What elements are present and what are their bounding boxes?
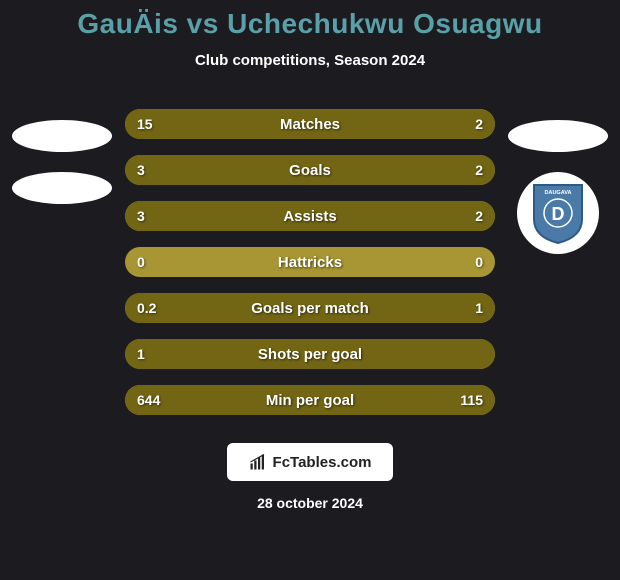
main-container: GauÄis vs Uchechukwu Osuagwu Club compet… xyxy=(0,0,620,580)
date-text: 28 october 2024 xyxy=(257,495,363,511)
stat-row: 0Hattricks0 xyxy=(125,247,495,277)
stat-label: Goals per match xyxy=(125,300,495,317)
stat-label: Min per goal xyxy=(125,392,495,409)
stat-label: Assists xyxy=(125,208,495,225)
logos-left-column xyxy=(12,120,112,204)
svg-text:DAUGAVA: DAUGAVA xyxy=(545,190,572,196)
stat-value-right: 2 xyxy=(475,208,483,224)
team-logo-left-1 xyxy=(12,120,112,152)
svg-text:D: D xyxy=(552,204,565,224)
stat-row: 15Matches2 xyxy=(125,109,495,139)
stat-value-right: 0 xyxy=(475,254,483,270)
stat-label: Matches xyxy=(125,116,495,133)
page-title: GauÄis vs Uchechukwu Osuagwu xyxy=(0,8,620,40)
logos-right-column: DAUGAVA D xyxy=(508,120,608,254)
stat-value-right: 115 xyxy=(460,392,483,408)
stat-value-right: 2 xyxy=(475,116,483,132)
chart-icon xyxy=(249,453,267,471)
team-logo-left-2 xyxy=(12,172,112,204)
page-subtitle: Club competitions, Season 2024 xyxy=(0,52,620,69)
stats-list: 15Matches2 3Goals2 3Assists2 0Hattricks0 0.2… xyxy=(125,109,495,415)
stat-value-right: 1 xyxy=(475,300,483,316)
stat-value-right: 2 xyxy=(475,162,483,178)
brand-text: FcTables.com xyxy=(273,454,372,471)
brand-badge: FcTables.com xyxy=(227,443,394,481)
stat-row: 644Min per goal115 xyxy=(125,385,495,415)
stat-row: 3Assists2 xyxy=(125,201,495,231)
team-logo-right-2: DAUGAVA D xyxy=(517,172,599,254)
stat-label: Shots per goal xyxy=(125,346,495,363)
stat-row: 1Shots per goal xyxy=(125,339,495,369)
team-logo-right-1 xyxy=(508,120,608,152)
stat-label: Hattricks xyxy=(125,254,495,271)
stat-row: 3Goals2 xyxy=(125,155,495,185)
shield-icon: DAUGAVA D xyxy=(530,181,586,245)
stat-row: 0.2Goals per match1 xyxy=(125,293,495,323)
stat-label: Goals xyxy=(125,162,495,179)
footer: FcTables.com 28 october 2024 xyxy=(0,443,620,511)
